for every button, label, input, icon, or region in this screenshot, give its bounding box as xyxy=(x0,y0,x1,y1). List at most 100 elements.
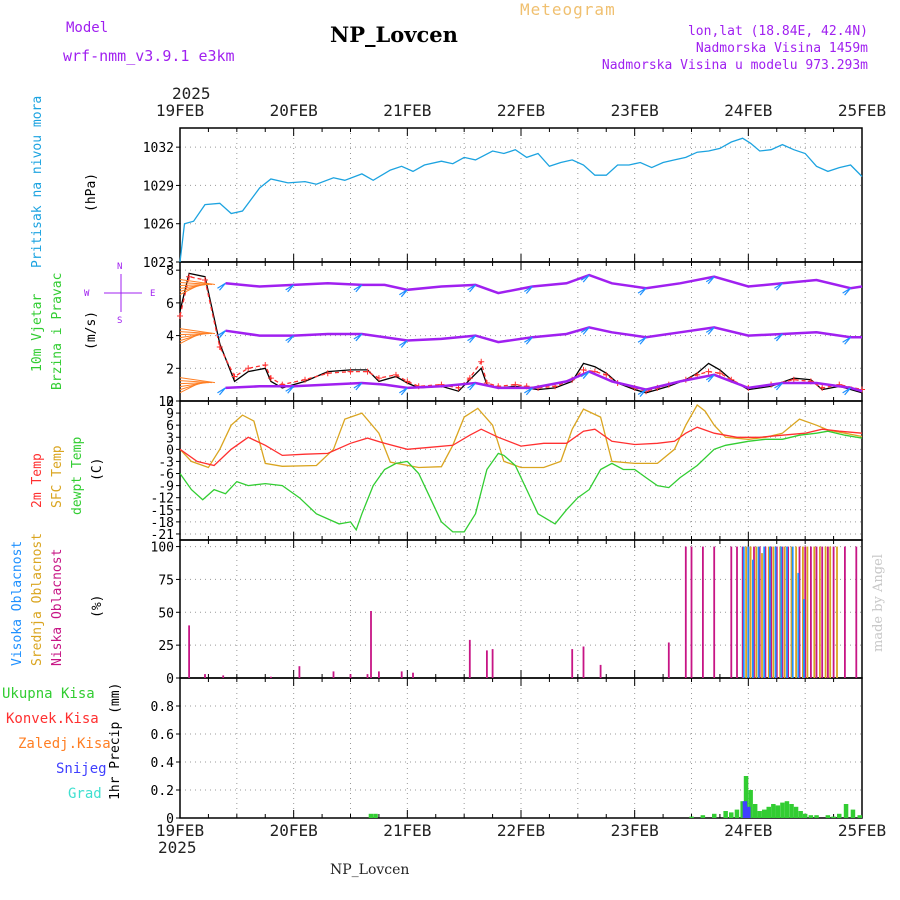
bar-niska-oblacnost xyxy=(690,546,693,678)
bar-niska-oblacnost xyxy=(684,546,687,678)
year-bottom: 2025 xyxy=(158,838,197,857)
wind-wedge-hatch xyxy=(179,380,213,384)
bar-snijeg xyxy=(746,806,751,818)
wind-barb xyxy=(842,387,852,396)
wind-barb xyxy=(353,382,363,391)
bar-visoka-oblacnost xyxy=(769,546,771,678)
y-tick-label: -9 xyxy=(158,480,174,495)
bar-niska-oblacnost xyxy=(366,674,369,678)
bias-marker xyxy=(262,362,269,369)
bar-niska-oblacnost xyxy=(378,671,380,678)
legend-ukupna-kisa: Ukupna Kisa xyxy=(2,686,95,702)
bar-niska-oblacnost xyxy=(775,546,778,678)
pressure-ylabel: Pritisak na nivou mora xyxy=(30,95,45,268)
bar-niska-oblacnost xyxy=(730,546,733,678)
bar-visoka-oblacnost xyxy=(763,546,766,678)
bar-niska-oblacnost xyxy=(832,546,835,678)
wind-wedge-hatch xyxy=(179,333,210,336)
temp-unit: (C) xyxy=(90,457,105,481)
series-brzina-model- xyxy=(179,272,863,394)
bar-srednja-oblacnost xyxy=(749,546,752,678)
wind-barb xyxy=(353,333,363,342)
legend-snijeg: Snijeg xyxy=(56,761,107,777)
wind-barb xyxy=(580,326,590,335)
wind-barb xyxy=(524,387,533,396)
y-tick-label: 50 xyxy=(158,606,174,621)
y-tick-label: 12 xyxy=(158,395,174,410)
bar-ukupna-kisa xyxy=(723,811,728,818)
date-label-top: 25FEB xyxy=(838,101,886,120)
wind-wedge-hatch xyxy=(179,377,216,384)
bar-srednja-oblacnost xyxy=(779,546,782,678)
wind-barb xyxy=(399,339,408,348)
date-label-top: 22FEB xyxy=(497,101,545,120)
bar-niska-oblacnost xyxy=(741,546,744,678)
date-label-bottom: 21FEB xyxy=(383,821,431,840)
date-label-top: 21FEB xyxy=(383,101,431,120)
date-label-bottom: 25FEB xyxy=(838,821,886,840)
bias-marker xyxy=(177,312,183,319)
date-label-top: 23FEB xyxy=(611,101,659,120)
bar-niska-oblacnost xyxy=(400,671,403,678)
bar-ukupna-kisa xyxy=(734,809,740,818)
y-tick-label: 6 xyxy=(166,419,174,434)
bar-niska-oblacnost xyxy=(270,676,272,678)
bar-ukupna-kisa xyxy=(762,809,767,818)
compass-n: N xyxy=(117,262,123,272)
bar-ukupna-kisa xyxy=(771,804,776,818)
bias-marker xyxy=(512,381,519,388)
wind-barb xyxy=(524,286,533,294)
bias-marker xyxy=(466,375,473,382)
bias-marker xyxy=(790,376,797,383)
legend-zaledj-kisa: Zaledj.Kisa xyxy=(18,736,111,752)
bar-srednja-oblacnost xyxy=(790,546,793,678)
bar-ukupna-kisa xyxy=(743,776,749,818)
bar-niska-oblacnost xyxy=(781,546,784,678)
bar-niska-oblacnost xyxy=(753,546,755,678)
wind-wedge-hatch xyxy=(179,282,213,286)
bar-niska-oblacnost xyxy=(764,546,767,678)
y-tick-label: 0 xyxy=(166,395,174,410)
wind-barb xyxy=(217,330,226,339)
y-tick-label: 0 xyxy=(166,672,174,687)
compass-w: W xyxy=(84,289,90,299)
bar-ukupna-kisa xyxy=(857,815,862,818)
legend-grad: Grad xyxy=(68,786,102,802)
bias-marker xyxy=(245,365,252,372)
wind-direction-row xyxy=(225,326,862,344)
bar-ukupna-kisa xyxy=(793,806,799,818)
compass-e: E xyxy=(150,289,156,299)
wind-barb xyxy=(217,387,226,396)
wind-barb xyxy=(637,389,647,397)
model-altitude-text: Nadmorska Visina u modelu 973.293m xyxy=(601,58,868,73)
temp-ylabel-dewpt: dewpt Temp xyxy=(70,436,85,515)
bar-visoka-oblacnost xyxy=(791,546,794,678)
bar-niska-oblacnost xyxy=(599,664,602,678)
cloud-ylabel-mid: Srednja Oblacnost xyxy=(30,532,45,666)
bias-marker xyxy=(267,375,274,382)
y-tick-label: 0.2 xyxy=(151,784,174,799)
y-tick-label: 0.8 xyxy=(151,700,174,715)
bar-niska-oblacnost xyxy=(491,649,494,678)
wind-barb xyxy=(524,336,533,345)
bar-ukupna-kisa xyxy=(373,813,378,818)
y-tick-label: -12 xyxy=(151,492,174,507)
lonlat-text: lon,lat (18.84E, 42.4N) xyxy=(687,24,868,39)
bar-niska-oblacnost xyxy=(821,546,824,678)
y-tick-label: 1029 xyxy=(143,179,174,194)
series-dewpt-temp xyxy=(179,430,863,533)
bar-niska-oblacnost xyxy=(758,546,761,678)
y-tick-label: -18 xyxy=(151,516,174,531)
altitude-text: Nadmorska Visina 1459m xyxy=(695,41,868,56)
bias-marker xyxy=(392,371,399,378)
bar-ukupna-kisa xyxy=(831,816,836,818)
legend-konvek-kisa: Konvek.Kisa xyxy=(6,711,99,727)
bar-niska-oblacnost xyxy=(571,649,574,678)
bar-snijeg xyxy=(742,801,748,818)
wind-barb xyxy=(467,284,476,293)
wind-ylabel-1: 10m Vjetar xyxy=(30,293,45,372)
bar-ukupna-kisa xyxy=(368,813,374,818)
bar-srednja-oblacnost xyxy=(829,546,832,678)
model-name: wrf-nmm_v3.9.1 e3km xyxy=(63,47,235,65)
